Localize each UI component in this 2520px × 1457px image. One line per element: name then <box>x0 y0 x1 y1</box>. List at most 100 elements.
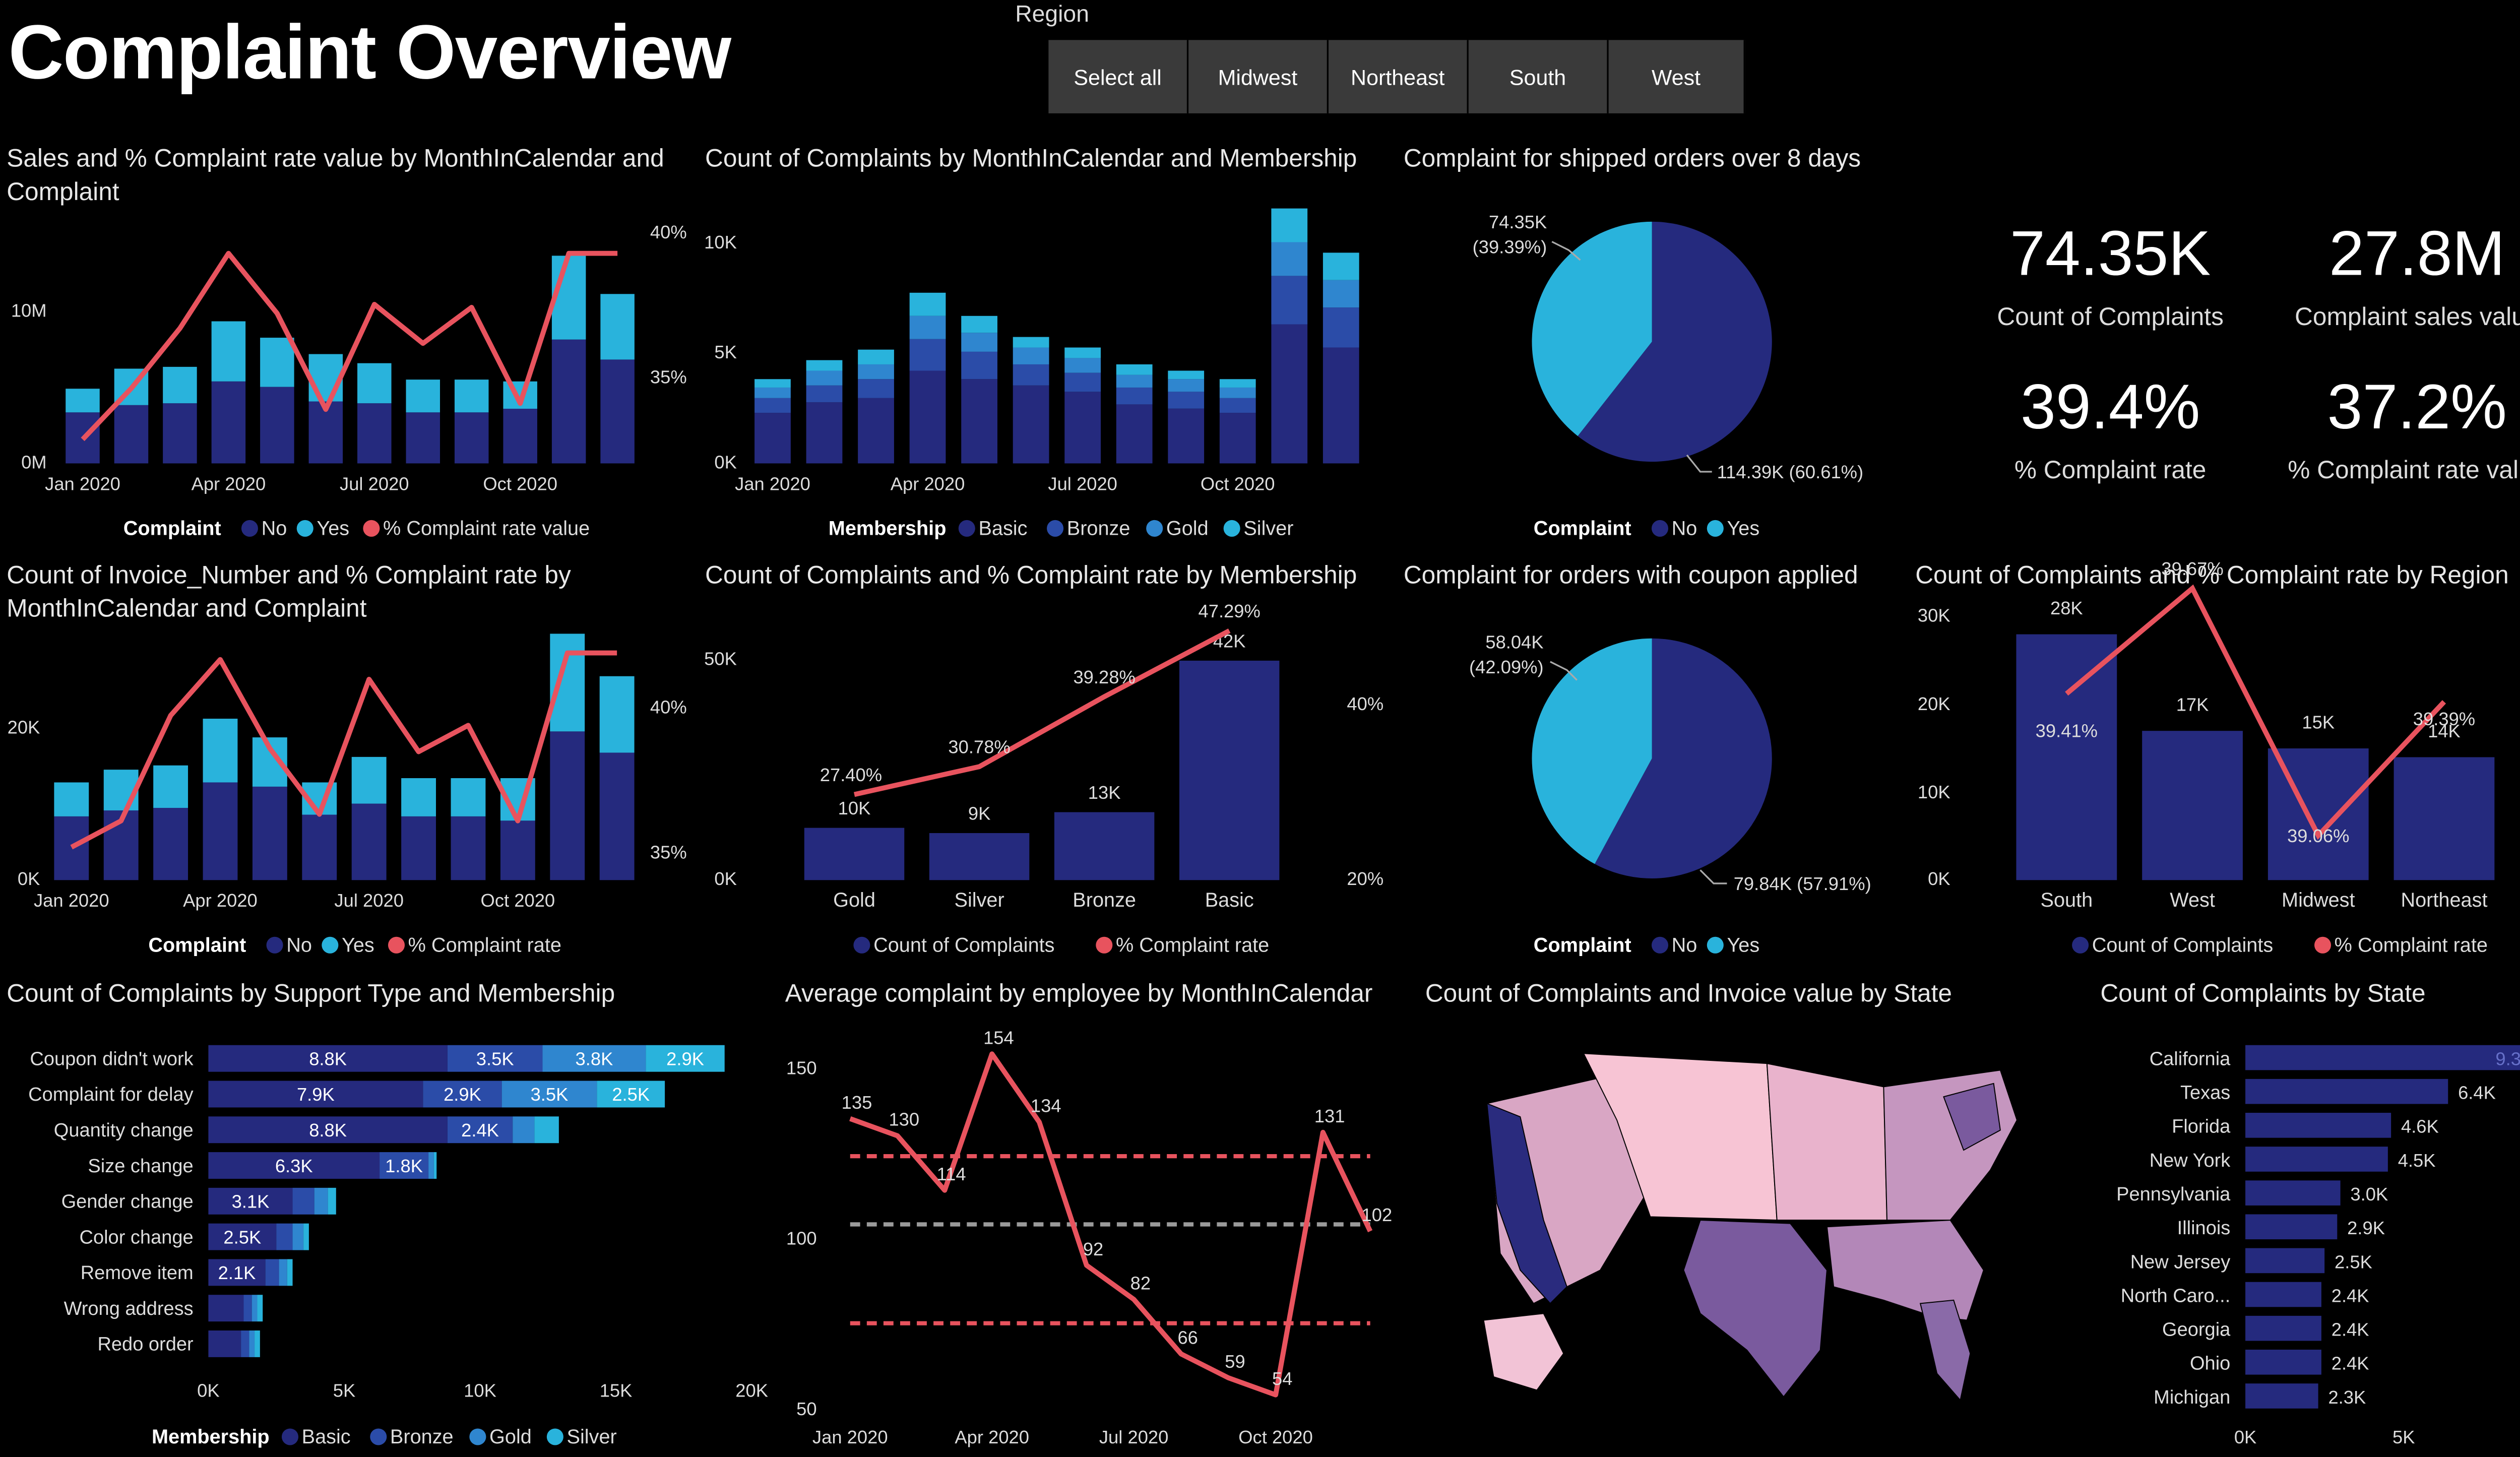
membership-bar <box>1054 812 1155 880</box>
invoice-month-bar <box>103 770 139 811</box>
state-bar <box>2245 1180 2341 1206</box>
support-type-label: Complaint for delay <box>28 1084 194 1105</box>
state-bar-label: Michigan <box>2154 1387 2230 1408</box>
region-y-tick: 20K <box>1918 693 1950 714</box>
sales-month-title: Sales and % Complaint rate value by Mont… <box>7 145 664 207</box>
support-type-bar <box>265 1259 279 1286</box>
region-bar-label: 28K <box>2050 598 2083 618</box>
support-type-bar <box>428 1152 434 1179</box>
support-type-bar-label: 1.8K <box>385 1156 423 1176</box>
support-type-bar <box>257 1295 263 1322</box>
shipped-pie-slice <box>1578 221 1772 462</box>
map-southeast <box>1826 1219 1984 1321</box>
invoice-month-bar <box>203 719 238 783</box>
invoice-month-bar <box>599 752 635 880</box>
invoice-month-bar <box>252 786 287 880</box>
complaints-month-bar <box>1013 364 1049 386</box>
state-bar <box>2245 1113 2391 1138</box>
complaints-month-bar <box>1219 387 1256 398</box>
sales-month-bar <box>406 412 440 464</box>
state-bar <box>2245 1282 2321 1307</box>
state-bar-label: New Jersey <box>2130 1251 2231 1273</box>
region-bar-label: 17K <box>2176 694 2209 715</box>
membership-bar-label: 9K <box>968 803 990 824</box>
support-type-bar <box>208 1259 266 1286</box>
support-type-x-tick: 5K <box>333 1380 356 1401</box>
complaints-month-bar <box>1271 242 1308 276</box>
us-state-map[interactable] <box>1433 1020 2034 1420</box>
support-type-bar <box>208 1081 423 1108</box>
shipped-pie-legend-marker <box>1707 520 1724 537</box>
state-bar <box>2245 1315 2321 1341</box>
avg-employee-x-tick: Apr 2020 <box>955 1427 1029 1447</box>
slicer-midwest[interactable]: Midwest <box>1188 40 1329 113</box>
support-type-legend-item: Gold <box>489 1426 532 1448</box>
support-type-bar <box>208 1116 448 1144</box>
sales-month-bar <box>600 294 635 360</box>
support-type-label: Redo order <box>97 1334 194 1355</box>
avg-employee-title: Average complaint by employee by MonthIn… <box>785 980 1373 1008</box>
avg-employee-point-label: 134 <box>1031 1096 1061 1116</box>
shipped-pie-legend-marker <box>1651 520 1669 537</box>
membership-bar <box>1179 660 1280 880</box>
kpi-complaint-rate-value-label: % Complaint rate value <box>2288 457 2520 485</box>
sales-month-bar <box>454 379 489 413</box>
state-bar-value: 4.6K <box>2401 1116 2439 1137</box>
slicer-south[interactable]: South <box>1468 40 1609 113</box>
sales-month-bar <box>66 389 100 413</box>
slicer-northeast[interactable]: Northeast <box>1328 40 1469 113</box>
state-bar-value: 2.4K <box>2332 1353 2369 1374</box>
complaints-month-bar <box>1116 374 1153 388</box>
support-type-label: Coupon didn't work <box>30 1048 194 1069</box>
avg-employee-x-tick: Jan 2020 <box>812 1427 888 1447</box>
membership-x-tick: Silver <box>954 889 1004 911</box>
complaints-month-bar <box>858 364 894 379</box>
invoice-month-legend-marker <box>266 936 283 954</box>
complaints-month-y-tick: 5K <box>714 342 737 362</box>
state-bar-label: New York <box>2150 1150 2231 1171</box>
slicer-select-all[interactable]: Select all <box>1048 40 1189 113</box>
complaints-month-bar <box>961 333 997 352</box>
sales-month-y2-tick: 35% <box>650 367 687 388</box>
support-type-bar <box>328 1187 336 1215</box>
sales-month-bar <box>357 403 392 464</box>
shipped-pie-label-yes: 74.35K <box>1489 212 1547 232</box>
complaints-month-bar <box>1116 364 1153 375</box>
region-x-tick: Northeast <box>2401 889 2487 911</box>
support-type-bar <box>646 1045 725 1072</box>
sales-month-x-tick: Apr 2020 <box>192 473 266 494</box>
support-type-bar <box>501 1081 597 1108</box>
map-texas <box>1683 1219 1828 1398</box>
slicer-west[interactable]: West <box>1608 40 1745 113</box>
sales-month-legend-marker <box>241 520 258 537</box>
avg-employee-y-tick: 100 <box>786 1228 817 1249</box>
invoice-month-title: Count of Invoice_Number and % Complaint … <box>7 561 571 623</box>
support-type-bar-label: 3.1K <box>232 1191 270 1212</box>
shipped-pie-leader <box>1551 241 1581 261</box>
map-mountain <box>1583 1053 1778 1221</box>
support-type-title: Count of Complaints by Support Type and … <box>7 980 615 1008</box>
coupon-pie-legend-title: Complaint <box>1534 934 1631 957</box>
membership-line <box>853 628 1231 797</box>
sales-month-bar <box>357 363 392 404</box>
membership-legend-item: Count of Complaints <box>873 934 1054 957</box>
membership-y-tick: 50K <box>704 649 737 669</box>
support-type-x-tick: 15K <box>600 1380 633 1401</box>
sales-month-x-tick: Oct 2020 <box>483 473 557 494</box>
region-bar <box>2142 731 2243 880</box>
region-legend-marker <box>2072 936 2089 954</box>
region-y-tick: 10K <box>1918 782 1950 802</box>
avg-employee-y-tick: 50 <box>796 1399 816 1419</box>
map-california <box>1486 1102 1568 1304</box>
support-type-bar <box>243 1295 252 1322</box>
avg-employee-point-label: 102 <box>1362 1205 1393 1225</box>
sales-month-line <box>81 250 618 441</box>
support-type-bar <box>433 1152 437 1179</box>
kpi-complaint-rate-label: % Complaint rate <box>2014 457 2207 485</box>
complaints-month-x-tick: Apr 2020 <box>891 473 965 494</box>
sales-month-bar <box>551 256 586 340</box>
state-map-title: Count of Complaints and Invoice value by… <box>1425 980 1952 1008</box>
membership-y2-tick: 20% <box>1347 868 1383 889</box>
state-bar-value: 2.5K <box>2335 1251 2372 1272</box>
